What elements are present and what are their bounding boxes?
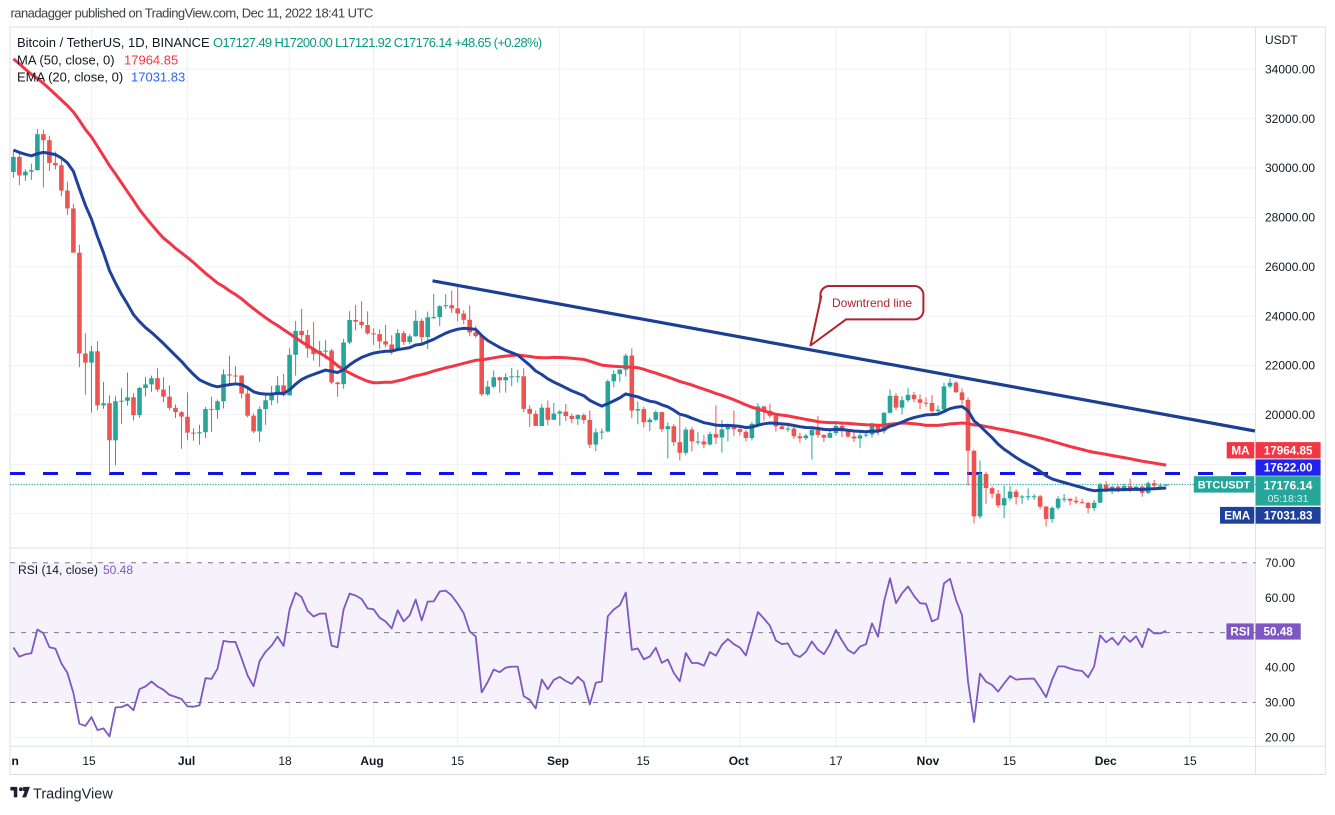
svg-text:Bitcoin / TetherUS, 1D, BINANC: Bitcoin / TetherUS, 1D, BINANCE (17, 35, 210, 50)
svg-text:n: n (12, 754, 19, 768)
svg-text:15: 15 (1003, 754, 1017, 768)
svg-text:20.00: 20.00 (1265, 731, 1295, 745)
svg-text:15: 15 (451, 754, 465, 768)
svg-text:30.00: 30.00 (1265, 696, 1295, 710)
svg-text:EMA (20, close, 0): EMA (20, close, 0) (17, 70, 123, 85)
svg-text:17964.85: 17964.85 (1264, 444, 1313, 457)
svg-text:70.00: 70.00 (1265, 556, 1295, 570)
svg-text:60.00: 60.00 (1265, 591, 1295, 605)
svg-text:MA: MA (1231, 444, 1250, 457)
svg-text:O17127.49 H17200.00 L17121.92: O17127.49 H17200.00 L17121.92 C17176.14 … (213, 35, 542, 50)
svg-text:32000.00: 32000.00 (1265, 112, 1315, 126)
svg-text:17: 17 (829, 754, 843, 768)
svg-text:Downtrend line: Downtrend line (832, 296, 912, 310)
svg-text:Jul: Jul (178, 754, 195, 768)
svg-text:17964.85: 17964.85 (124, 53, 178, 68)
svg-text:BTCUSDT: BTCUSDT (1198, 480, 1251, 492)
svg-text:20000.00: 20000.00 (1265, 408, 1315, 422)
svg-text:40.00: 40.00 (1265, 661, 1295, 675)
svg-text:28000.00: 28000.00 (1265, 211, 1315, 225)
svg-text:50.48: 50.48 (1263, 626, 1293, 639)
svg-text:17031.83: 17031.83 (131, 70, 185, 85)
svg-text:USDT: USDT (1265, 33, 1298, 47)
svg-text:22000.00: 22000.00 (1265, 359, 1315, 373)
svg-text:17031.83: 17031.83 (1264, 510, 1313, 523)
svg-text:50.48: 50.48 (103, 563, 133, 577)
svg-text:Dec: Dec (1095, 754, 1117, 768)
svg-text:RSI: RSI (1230, 626, 1249, 639)
svg-text:EMA: EMA (1224, 510, 1251, 523)
svg-text:34000.00: 34000.00 (1265, 63, 1315, 77)
svg-text:15: 15 (82, 754, 96, 768)
svg-text:18: 18 (278, 754, 292, 768)
svg-text:30000.00: 30000.00 (1265, 161, 1315, 175)
svg-text:17176.14: 17176.14 (1264, 480, 1313, 493)
svg-text:15: 15 (1183, 754, 1197, 768)
svg-text:Nov: Nov (917, 754, 940, 768)
svg-text:Oct: Oct (729, 754, 749, 768)
svg-text:RSI (14, close): RSI (14, close) (18, 563, 98, 577)
svg-text:17622.00: 17622.00 (1264, 462, 1313, 475)
svg-text:15: 15 (636, 754, 650, 768)
svg-text:TradingView: TradingView (33, 787, 113, 803)
svg-text:24000.00: 24000.00 (1265, 309, 1315, 323)
svg-text:05:18:31: 05:18:31 (1268, 493, 1309, 505)
svg-text:Sep: Sep (547, 754, 569, 768)
svg-text:Aug: Aug (360, 754, 383, 768)
svg-text:26000.00: 26000.00 (1265, 260, 1315, 274)
svg-text:ranadagger published on Tradin: ranadagger published on TradingView.com,… (11, 6, 373, 21)
svg-text:MA (50, close, 0): MA (50, close, 0) (17, 53, 115, 68)
